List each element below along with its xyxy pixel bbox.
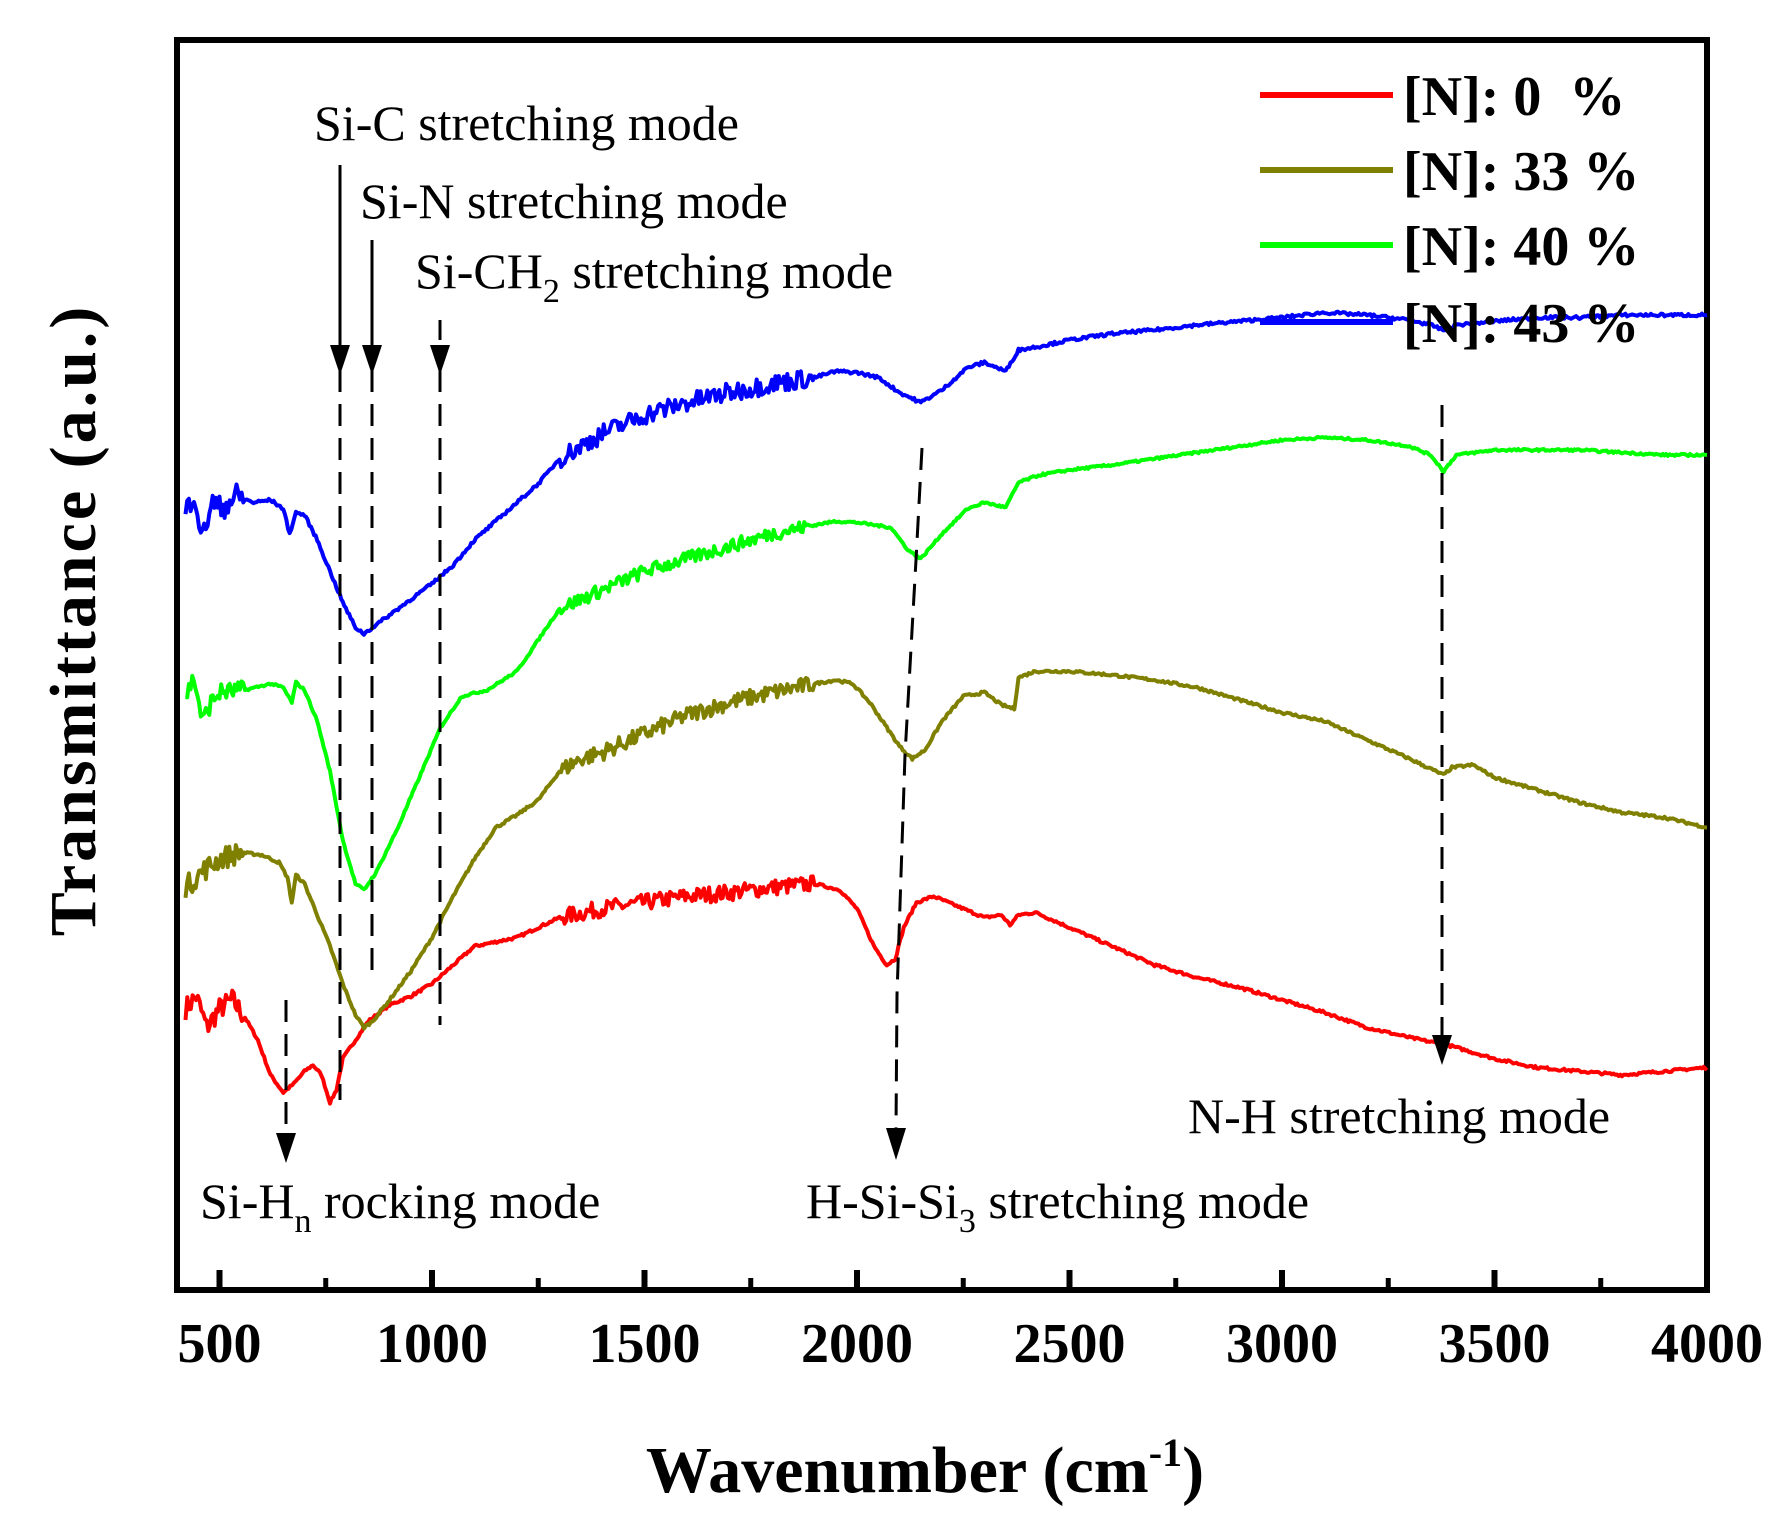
annotation-si-ch2-tail: stretching mode [560, 243, 893, 299]
y-axis-title: Transmittance (a.u.) [37, 304, 110, 937]
x-tick-label-3500: 3500 [1439, 1313, 1551, 1375]
series-line-n-40 [185, 434, 1708, 892]
x-axis-title: Wavenumber (cm-1) [646, 1430, 1204, 1507]
series-line-n-0 [183, 874, 1709, 1106]
x-axis-title-sup: -1 [1149, 1430, 1182, 1475]
x-tick-label-4000: 4000 [1651, 1313, 1763, 1375]
annotation-si-ch2: Si-CH2 stretching mode [415, 243, 893, 310]
annotation-guides [284, 370, 1444, 1131]
annotation-si-ch2-sub: 2 [543, 273, 560, 310]
x-tick-label-1000: 1000 [376, 1313, 488, 1375]
series-line-n-43 [183, 309, 1708, 637]
annotation-si-ch2-main: Si-CH [415, 243, 543, 299]
annotation-si-hn-main: Si-H [200, 1173, 294, 1229]
plot-frame [174, 37, 1710, 1293]
annotation-n-h: N-H stretching mode [1188, 1088, 1610, 1144]
legend-label-n-33: [N]: 33 % [1403, 141, 1639, 203]
guide-h-si-si3 [894, 447, 924, 1131]
legend: [N]: 0 % [N]: 33 % [N]: 40 % [N]: 43 % [1260, 66, 1639, 355]
annotation-si-hn-sub: n [294, 1203, 311, 1240]
annotation-h-si-si3-main: H-Si-Si [806, 1173, 959, 1229]
series-line-n-33 [183, 668, 1708, 1031]
arrowhead-si-n [362, 345, 382, 375]
x-axis-title-main: Wavenumber (cm [646, 1434, 1149, 1507]
arrowhead-n-h [1432, 1035, 1452, 1065]
x-axis-ticks: 500 1000 1500 2000 2500 3000 3500 4000 [178, 1270, 1763, 1375]
annotation-si-c: Si-C stretching mode [314, 95, 739, 151]
arrowhead-si-hn [276, 1133, 296, 1163]
arrowhead-si-c [330, 345, 350, 375]
legend-label-n-43: [N]: 43 % [1403, 293, 1639, 355]
arrowhead-si-ch2 [430, 345, 450, 375]
annotation-si-n: Si-N stretching mode [360, 173, 788, 229]
annotation-si-hn-tail: rocking mode [311, 1173, 600, 1229]
annotation-arrowheads [276, 345, 1452, 1163]
arrowhead-h-si-si3 [886, 1128, 906, 1160]
annotation-h-si-si3-sub: 3 [959, 1203, 976, 1240]
x-axis-title-close: ) [1182, 1434, 1204, 1507]
legend-label-n-40: [N]: 40 % [1403, 216, 1639, 278]
x-tick-label-3000: 3000 [1226, 1313, 1338, 1375]
x-tick-label-500: 500 [178, 1313, 262, 1375]
x-tick-label-2000: 2000 [801, 1313, 913, 1375]
annotation-h-si-si3: H-Si-Si3 stretching mode [806, 1173, 1309, 1240]
x-tick-label-2500: 2500 [1014, 1313, 1126, 1375]
annotation-si-hn: Si-Hn rocking mode [200, 1173, 600, 1240]
annotation-h-si-si3-tail: stretching mode [976, 1173, 1309, 1229]
x-tick-label-1500: 1500 [589, 1313, 701, 1375]
legend-label-n-0: [N]: 0 % [1403, 66, 1625, 128]
